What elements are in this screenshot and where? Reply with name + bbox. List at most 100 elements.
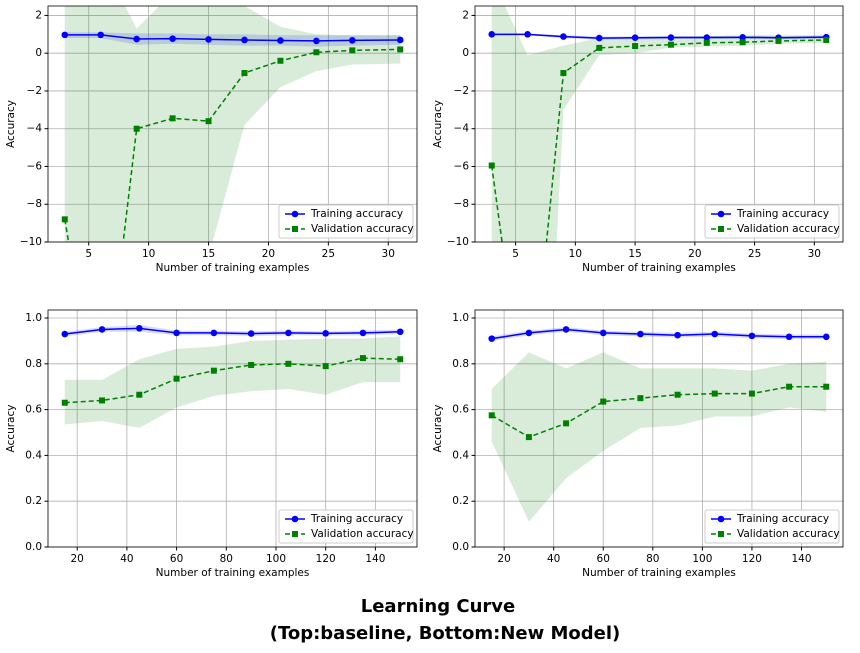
marker <box>322 363 329 370</box>
axes-frame <box>474 5 844 243</box>
subplot: 20 40 60 80 100 120 140 0.0 0.2 0.4 0.6 0.8 1.0 Numbe… <box>5 309 418 579</box>
marker <box>667 34 675 41</box>
y-tick-label: −2 <box>27 85 42 97</box>
x-tick-label: 60 <box>597 553 610 565</box>
marker <box>248 361 255 368</box>
marker <box>99 397 106 404</box>
marker <box>173 375 180 382</box>
x-tick-label: 80 <box>220 553 233 565</box>
caption-subtitle: (Top:baseline, Bottom:New Model) <box>270 623 621 644</box>
y-tick-label: 0.0 <box>25 541 42 553</box>
legend-marker <box>291 515 299 523</box>
x-tick-label: 140 <box>365 553 385 565</box>
legend-label: Training accuracy <box>736 513 829 525</box>
legend-label: Training accuracy <box>310 208 403 220</box>
marker <box>397 356 404 363</box>
marker <box>739 34 746 41</box>
x-tick-label: 10 <box>142 248 155 260</box>
marker <box>285 360 292 367</box>
marker <box>560 70 567 77</box>
marker <box>525 329 533 337</box>
marker <box>61 31 69 39</box>
marker <box>313 37 320 45</box>
marker <box>322 330 329 337</box>
y-tick-label: 2 <box>35 9 42 21</box>
y-tick-label: 0.0 <box>452 541 469 553</box>
y-tick-label: −10 <box>20 236 42 248</box>
y-tick-label: 0.8 <box>452 358 469 370</box>
band <box>491 352 827 522</box>
x-tick-label: 60 <box>170 553 183 565</box>
y-tick-label: −6 <box>454 160 470 172</box>
marker <box>524 31 531 38</box>
marker <box>600 398 607 405</box>
marker <box>488 335 496 342</box>
x-tick-label: 40 <box>547 553 560 565</box>
marker <box>169 115 176 122</box>
y-tick-label: −8 <box>27 198 42 210</box>
marker <box>61 330 69 338</box>
marker <box>596 44 603 51</box>
y-tick-label: 1.0 <box>25 312 42 324</box>
marker <box>488 162 495 169</box>
y-tick-label: −4 <box>454 123 470 135</box>
marker <box>97 31 105 39</box>
x-axis-label: Number of training examples <box>582 567 736 579</box>
series-line <box>490 39 827 242</box>
x-tick-label: 140 <box>791 553 811 565</box>
marker <box>205 118 212 125</box>
y-tick-label: −8 <box>454 198 469 210</box>
x-tick-label: 100 <box>692 553 712 565</box>
marker <box>241 70 248 77</box>
axes-frame <box>47 309 418 548</box>
marker <box>277 37 284 44</box>
y-tick-label: −4 <box>27 123 43 135</box>
x-axis-label: Number of training examples <box>156 262 310 274</box>
legend-label: Validation accuracy <box>311 223 414 235</box>
marker <box>349 47 356 54</box>
marker <box>133 35 140 43</box>
marker <box>313 49 320 56</box>
marker <box>775 37 782 44</box>
y-tick-label: 0.2 <box>452 495 469 507</box>
marker <box>169 35 176 42</box>
legend-marker <box>292 226 298 232</box>
marker <box>488 412 495 419</box>
marker <box>205 36 212 43</box>
marker <box>397 46 404 53</box>
x-tick-label: 15 <box>628 248 641 260</box>
marker <box>136 391 143 398</box>
x-tick-label: 5 <box>85 248 92 260</box>
y-tick-label: 0.4 <box>452 449 469 461</box>
x-tick-label: 20 <box>71 553 84 565</box>
marker <box>599 329 607 337</box>
legend-label: Validation accuracy <box>737 223 840 235</box>
x-tick-label: 20 <box>497 553 510 565</box>
marker <box>173 329 180 337</box>
marker <box>525 434 532 441</box>
y-tick-label: 0 <box>35 47 42 59</box>
y-tick-label: −10 <box>447 236 469 248</box>
marker <box>563 420 570 427</box>
y-tick-label: 0.2 <box>25 495 42 507</box>
marker <box>396 328 404 336</box>
marker <box>359 329 367 337</box>
y-tick-label: −2 <box>454 85 469 97</box>
x-tick-label: 100 <box>266 553 286 565</box>
x-tick-label: 20 <box>262 248 275 260</box>
marker <box>98 428 104 434</box>
marker <box>632 43 639 50</box>
marker <box>823 36 830 43</box>
band <box>64 324 401 337</box>
y-axis-label: Accuracy <box>5 100 17 148</box>
x-tick-label: 30 <box>382 248 395 260</box>
band <box>64 6 401 242</box>
x-tick-label: 120 <box>742 553 762 565</box>
marker <box>562 326 570 333</box>
marker <box>674 331 681 339</box>
marker <box>210 367 217 374</box>
legend-marker <box>717 515 725 523</box>
x-tick-label: 80 <box>646 553 659 565</box>
marker <box>61 216 68 223</box>
